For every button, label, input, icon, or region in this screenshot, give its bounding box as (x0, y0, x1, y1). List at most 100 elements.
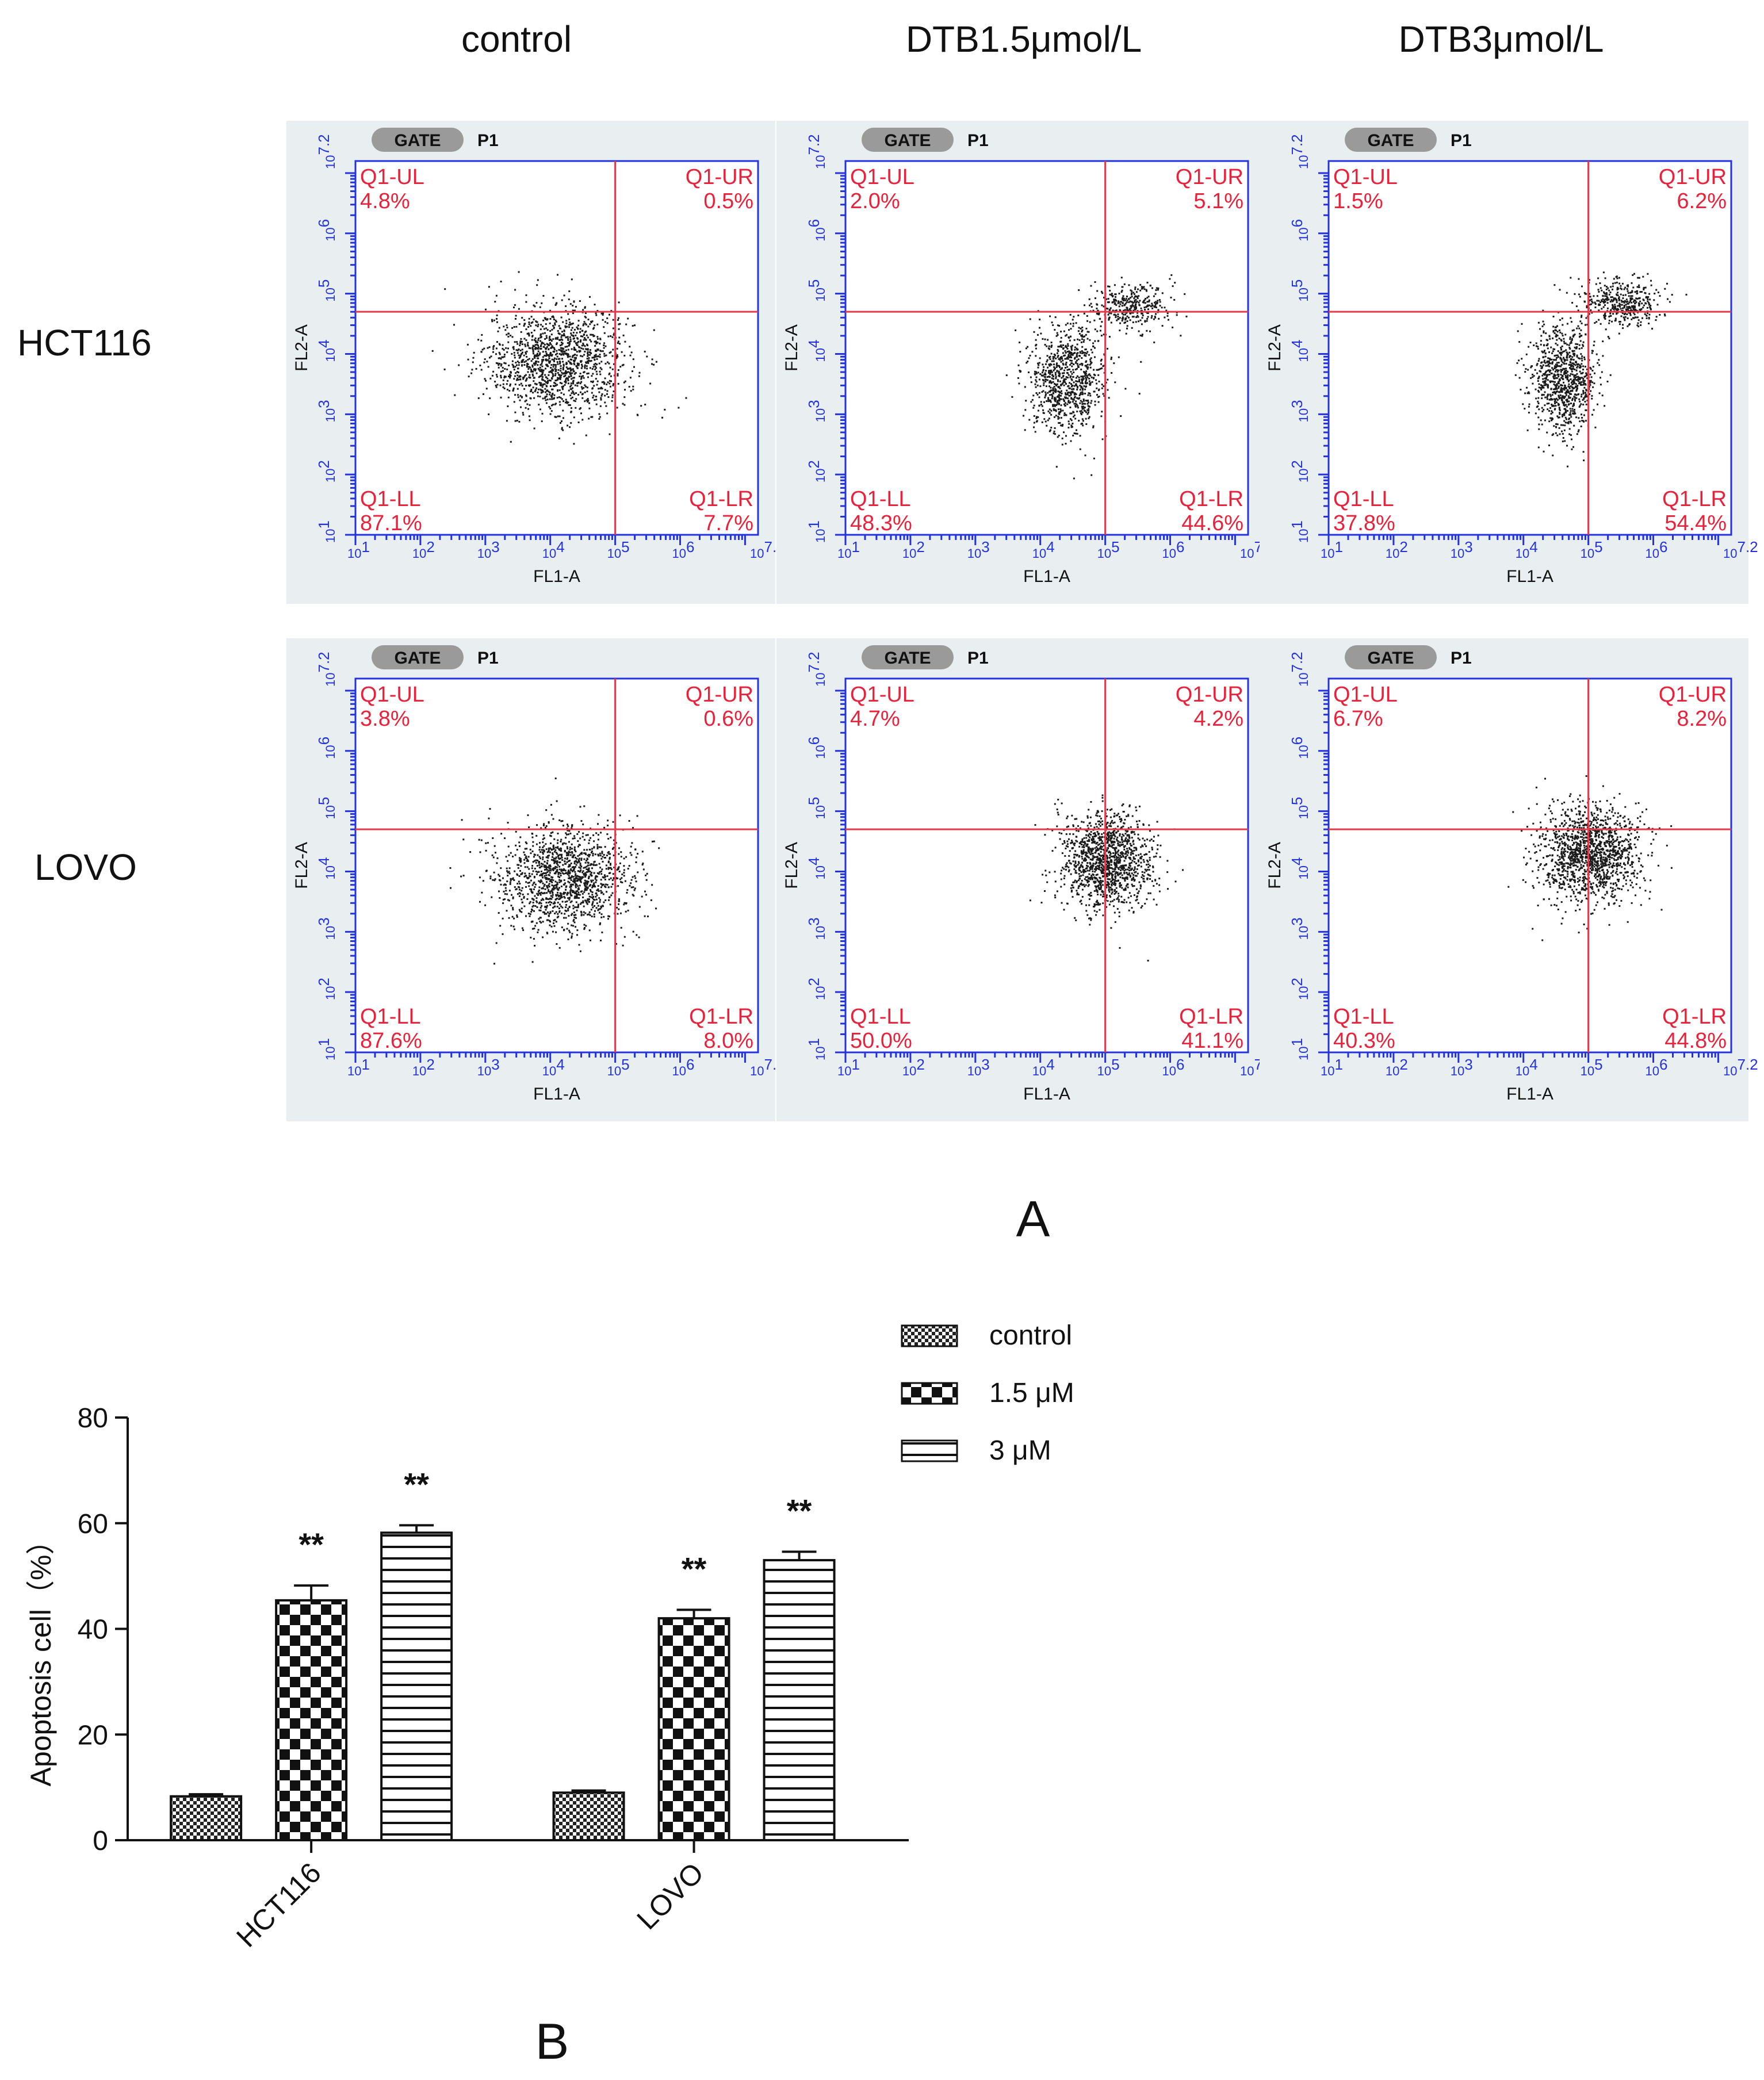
scatter-events (449, 777, 660, 965)
y-tick-label: 106 (805, 219, 828, 242)
y-tick-label: 104 (1288, 857, 1311, 880)
legend: control 1.5 μM 3 μM (901, 1320, 1074, 1466)
x-axis-label: FL1-A (533, 1085, 580, 1104)
quadrant-label: Q1-UR4.2% (1176, 683, 1243, 731)
x-tick-label: 107.2 (1723, 538, 1758, 561)
quadrant-percent: 6.2% (1677, 189, 1727, 213)
x-tick-label: 105 (1097, 1056, 1120, 1078)
quadrant-percent: 40.3% (1333, 1029, 1395, 1053)
gate-name: P1 (967, 131, 989, 150)
scatter-events (1507, 775, 1673, 941)
x-tick-label: 105 (1581, 538, 1603, 561)
quadrant-percent: 44.8% (1664, 1029, 1727, 1053)
y-tick-label: 103 (1288, 400, 1311, 422)
legend-swatch (901, 1324, 958, 1347)
quadrant-label: Q1-UL1.5% (1333, 165, 1398, 213)
panel-b-label: B (535, 2013, 569, 2070)
x-tick-label: 105 (1097, 538, 1120, 561)
bar (275, 1599, 348, 1841)
quadrant-name: Q1-LL (850, 487, 911, 511)
y-tick-label: 106 (315, 737, 338, 759)
x-tick-label: 104 (542, 538, 565, 561)
column-header-dtb-1-5: DTB1.5μmol/L (906, 18, 1142, 60)
quadrant-name: Q1-UL (850, 683, 914, 707)
gate-badge: GATE P1 (372, 645, 499, 669)
y-tick-label: 104 (805, 340, 828, 362)
x-axis-label: FL1-A (533, 567, 580, 586)
column-headers: control DTB1.5μmol/L DTB3μmol/L (461, 18, 1604, 60)
quadrant-label: Q1-UL6.7% (1333, 683, 1398, 731)
x-tick-label: 101 (347, 1056, 370, 1078)
y-tick-label: 105 (805, 279, 828, 302)
y-tick-label: 102 (1288, 460, 1311, 482)
flow-plot: GATE P1 101 101 102 102 103 103 104 104 105 105 106 1… (776, 638, 1275, 1121)
quadrant-name: Q1-LR (1179, 487, 1243, 511)
x-tick-label: 105 (607, 538, 630, 561)
plot-frame (1327, 677, 1732, 1054)
y-tick-label: 107.2 (1288, 134, 1311, 169)
gate-badge: GATE P1 (372, 128, 499, 152)
x-tick-label: 101 (1321, 1056, 1343, 1078)
quadrant-name: Q1-UR (1176, 683, 1243, 707)
y-tick-label: 106 (1288, 737, 1311, 759)
flow-plot: GATE P1 101 101 102 102 103 103 104 104 105 105 106 1… (286, 121, 785, 604)
x-tick-label: 102 (412, 538, 435, 561)
x-tick-label: 103 (967, 538, 990, 561)
gate-badge: GATE P1 (1345, 645, 1472, 669)
y-tick-label: 107.2 (805, 652, 828, 687)
x-tick-label: 103 (477, 538, 500, 561)
axis-ticks (1318, 689, 1719, 1063)
y-tick-label: 102 (805, 460, 828, 482)
x-tick-label: 102 (902, 538, 925, 561)
gate-label: GATE (1367, 131, 1414, 150)
quadrant-label: Q1-UL4.7% (850, 683, 914, 731)
y-tick-label: 102 (315, 978, 338, 1000)
y-tick-label: 103 (315, 917, 338, 940)
quadrant-name: Q1-UL (1333, 683, 1398, 707)
bar-group: ** (763, 1492, 836, 1841)
quadrant-percent: 44.6% (1181, 511, 1243, 535)
x-tick-label: 102 (1386, 1056, 1408, 1078)
legend-item: control (901, 1320, 1072, 1351)
y-tick-label: 105 (1288, 279, 1311, 302)
x-tick-label: 103 (1451, 1056, 1473, 1078)
y-tick-label: 105 (315, 279, 338, 302)
panel-a-label: A (1016, 1190, 1050, 1247)
y-tick-label: 0 (93, 1826, 108, 1856)
axis-ticks (1318, 172, 1719, 545)
quadrant-name: Q1-UR (686, 165, 753, 189)
y-tick-label: 103 (1288, 917, 1311, 940)
y-axis-label: FL2-A (1265, 324, 1284, 371)
quadrant-name: Q1-LL (360, 487, 421, 511)
significance-mark: ** (299, 1526, 324, 1562)
x-tick-label: 104 (1516, 1056, 1538, 1078)
legend-swatch (901, 1382, 958, 1405)
y-tick-label: 105 (805, 797, 828, 819)
quadrant-name: Q1-LR (689, 487, 753, 511)
legend-label: 3 μM (989, 1435, 1051, 1466)
quadrant-percent: 4.8% (360, 189, 410, 213)
bar (763, 1559, 836, 1841)
x-tick-label: 104 (542, 1056, 565, 1078)
y-tick-label: 101 (315, 520, 338, 543)
legend-item: 1.5 μM (901, 1378, 1074, 1408)
quadrant-label: Q1-UL2.0% (850, 165, 914, 213)
bar-group: ** (275, 1526, 348, 1841)
quadrant-name: Q1-UR (686, 683, 753, 707)
axis-ticks (345, 172, 746, 545)
quadrant-name: Q1-LL (850, 1005, 911, 1029)
flow-plot: GATE P1 101 101 102 102 103 103 104 104 105 105 106 1… (286, 638, 785, 1121)
quadrant-name: Q1-LR (1179, 1005, 1243, 1029)
quadrant-percent: 6.7% (1333, 707, 1383, 731)
quadrant-percent: 37.8% (1333, 511, 1395, 535)
column-header-dtb-3: DTB3μmol/L (1399, 18, 1604, 60)
bars: ** ** ** ** (170, 1466, 836, 1842)
x-tick-label: 101 (837, 538, 860, 561)
y-tick-label: 104 (315, 857, 338, 880)
x-tick-label: 104 (1032, 1056, 1055, 1078)
